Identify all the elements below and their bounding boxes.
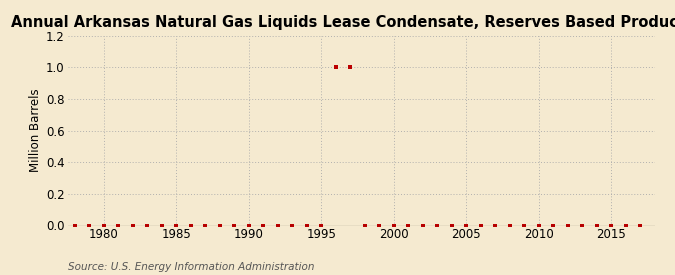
Text: Source: U.S. Energy Information Administration: Source: U.S. Energy Information Administ… xyxy=(68,262,314,272)
Title: Annual Arkansas Natural Gas Liquids Lease Condensate, Reserves Based Production: Annual Arkansas Natural Gas Liquids Leas… xyxy=(11,15,675,31)
Y-axis label: Million Barrels: Million Barrels xyxy=(29,89,42,172)
